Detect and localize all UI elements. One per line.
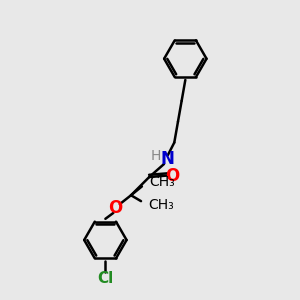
Text: CH₃: CH₃ [150, 175, 175, 189]
Text: O: O [109, 199, 123, 217]
Text: Cl: Cl [97, 271, 113, 286]
Text: H: H [151, 149, 161, 164]
Text: O: O [165, 167, 179, 184]
Text: N: N [161, 150, 175, 168]
Text: CH₃: CH₃ [149, 198, 174, 212]
